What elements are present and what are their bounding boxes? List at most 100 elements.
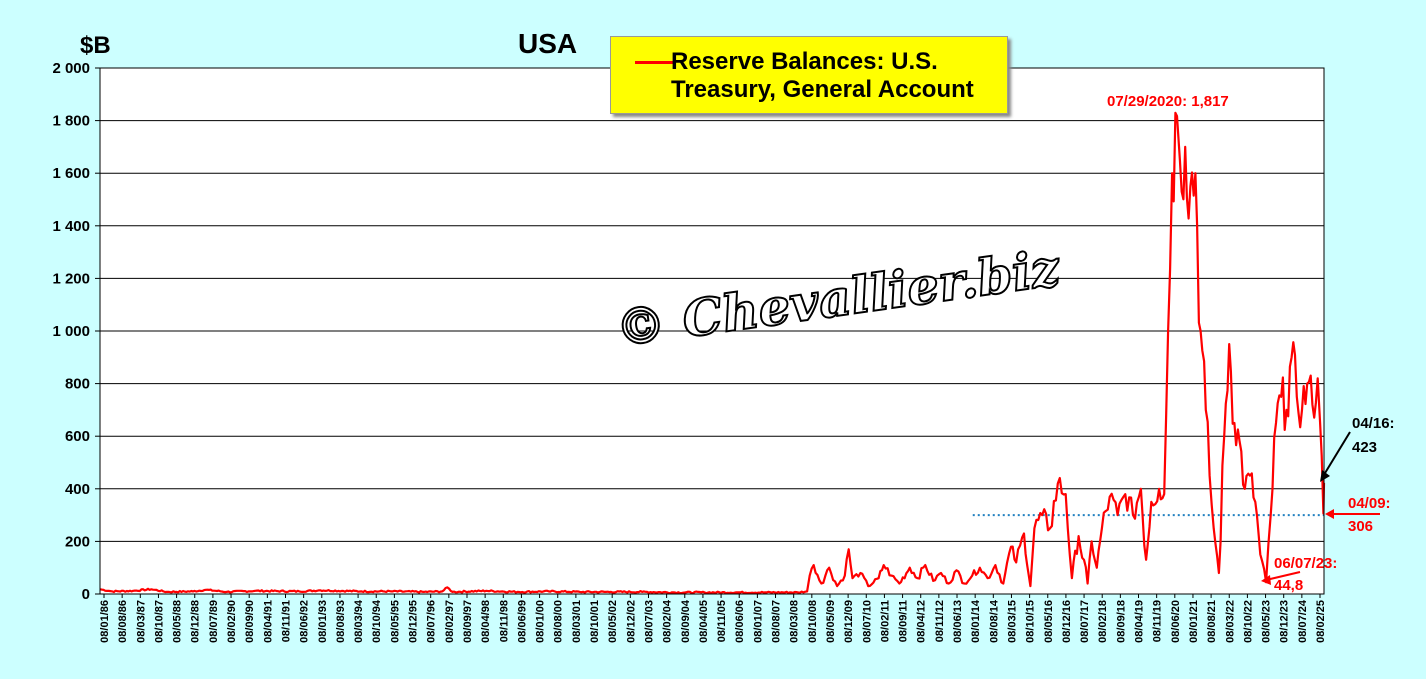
x-tick-label: 08/12/02	[625, 600, 637, 643]
x-tick-label: 08/10/01	[589, 600, 601, 643]
x-tick-label: 08/10/87	[153, 600, 165, 643]
y-tick-label: 600	[65, 428, 90, 445]
annotation-arrow	[1265, 571, 1301, 581]
x-axis: 08/01/86 08/08/86 08/03/87 08/10/87 08/05/88…	[99, 594, 1327, 643]
annotations: 07/29/2020: 1,817 04/16: 423 04/09: 306 06/07…	[1107, 93, 1395, 594]
annotation-label: 06/07/23:	[1274, 555, 1337, 572]
x-tick-label: 08/11/91	[280, 600, 292, 642]
legend-line-swatch	[635, 61, 675, 64]
x-tick-label: 08/09/97	[462, 600, 474, 643]
y-tick-label: 1 000	[52, 323, 90, 340]
x-tick-label: 08/09/18	[1115, 600, 1127, 643]
x-tick-label: 08/12/09	[843, 600, 855, 643]
x-tick-label: 08/05/23	[1261, 600, 1273, 643]
y-tick-label: 800	[65, 376, 90, 393]
x-tick-label: 08/02/97	[444, 600, 456, 643]
chart-title: USA	[518, 28, 578, 59]
x-tick-label: 08/12/95	[408, 600, 420, 643]
x-tick-label: 08/05/88	[172, 600, 184, 643]
x-tick-label: 08/06/20	[1170, 600, 1182, 643]
y-tick-label: 1 600	[52, 165, 90, 182]
x-tick-label: 08/12/88	[190, 600, 202, 643]
x-tick-label: 08/02/18	[1097, 600, 1109, 643]
x-tick-label: 08/01/14	[970, 599, 982, 643]
x-tick-label: 08/04/19	[1134, 600, 1146, 643]
legend: Reserve Balances: U.S. Treasury, General…	[610, 36, 1008, 114]
series	[99, 111, 1326, 595]
annotation-label: 306	[1348, 518, 1373, 535]
x-tick-label: 08/09/90	[244, 600, 256, 643]
x-tick-label: 08/04/12	[916, 600, 928, 643]
x-tick-label: 08/08/86	[117, 600, 129, 643]
x-tick-label: 08/12/16	[1061, 600, 1073, 643]
x-tick-label: 08/11/05	[716, 600, 728, 642]
x-tick-label: 08/08/14	[988, 599, 1000, 643]
y-tick-label: 1 200	[52, 270, 90, 287]
x-tick-label: 08/05/95	[389, 600, 401, 643]
annotation-label: 44,8	[1274, 577, 1303, 594]
x-tick-label: 08/01/93	[317, 600, 329, 643]
x-tick-label: 08/10/94	[371, 599, 383, 643]
annotation-label: 04/16:	[1352, 415, 1395, 432]
y-tick-label: 2 000	[52, 60, 90, 77]
x-tick-label: 08/07/96	[426, 600, 438, 643]
x-tick-label: 08/10/22	[1242, 600, 1254, 643]
x-tick-label: 08/06/06	[734, 600, 746, 643]
y-axis-unit: $B	[80, 32, 111, 59]
x-tick-label: 08/01/86	[99, 600, 111, 643]
x-tick-label: 08/08/93	[335, 600, 347, 643]
annotation-arrowhead	[1325, 509, 1334, 519]
annotation-label: 07/29/2020: 1,817	[1107, 93, 1229, 110]
x-tick-label: 08/06/99	[516, 600, 528, 643]
x-tick-label: 08/11/98	[498, 600, 510, 642]
y-tick-label: 1 800	[52, 113, 90, 130]
x-tick-label: 08/07/24	[1297, 599, 1309, 643]
x-tick-label: 08/08/21	[1206, 600, 1218, 643]
x-tick-label: 08/05/16	[1043, 600, 1055, 643]
y-tick-label: 400	[65, 481, 90, 498]
x-tick-label: 08/03/94	[353, 599, 365, 643]
x-tick-label: 08/01/00	[535, 600, 547, 643]
annotation-arrowhead	[1320, 470, 1330, 482]
x-tick-label: 08/09/11	[898, 600, 910, 642]
x-tick-label: 08/08/07	[771, 600, 783, 643]
x-tick-label: 08/11/12	[934, 600, 946, 642]
x-tick-label: 08/03/22	[1224, 600, 1236, 643]
x-tick-label: 08/12/23	[1279, 600, 1291, 643]
x-tick-label: 08/02/11	[879, 600, 891, 642]
x-tick-label: 08/07/03	[643, 600, 655, 643]
y-tick-label: 0	[82, 586, 90, 603]
x-tick-label: 08/10/15	[1025, 600, 1037, 643]
series-line	[99, 111, 1326, 595]
x-tick-label: 08/03/01	[571, 600, 583, 643]
x-tick-label: 08/09/04	[680, 599, 692, 643]
x-tick-label: 08/10/08	[807, 600, 819, 643]
x-tick-label: 08/04/91	[262, 600, 274, 643]
y-tick-label: 200	[65, 533, 90, 550]
x-tick-label: 08/02/90	[226, 600, 238, 643]
x-tick-label: 08/06/13	[952, 600, 964, 643]
y-axis: 0 200 400 600 800 1 000 1 200 1 400 1 600 1 800 2 …	[52, 60, 100, 603]
annotation-arrow	[1321, 431, 1351, 479]
x-tick-label: 08/03/08	[789, 600, 801, 643]
x-tick-label: 08/01/07	[752, 600, 764, 643]
x-tick-label: 08/05/09	[825, 600, 837, 643]
x-tick-label: 08/04/98	[480, 600, 492, 643]
legend-label: Reserve Balances: U.S. Treasury, General…	[671, 48, 974, 103]
x-tick-label: 08/02/25	[1315, 600, 1327, 643]
annotation-label: 423	[1352, 439, 1377, 456]
x-tick-label: 08/06/92	[299, 600, 311, 643]
x-tick-label: 08/01/21	[1188, 600, 1200, 643]
x-tick-label: 08/11/19	[1152, 600, 1164, 642]
x-tick-label: 08/07/17	[1079, 600, 1091, 643]
annotation-arrowhead	[1261, 575, 1271, 585]
x-tick-label: 08/05/02	[607, 600, 619, 643]
x-tick-label: 08/04/05	[698, 600, 710, 643]
y-tick-label: 1 400	[52, 218, 90, 235]
x-tick-label: 08/07/89	[208, 600, 220, 643]
x-tick-label: 08/07/10	[861, 600, 873, 643]
x-tick-label: 08/03/15	[1006, 600, 1018, 643]
x-tick-label: 08/08/00	[553, 600, 565, 643]
x-tick-label: 08/03/87	[135, 600, 147, 643]
